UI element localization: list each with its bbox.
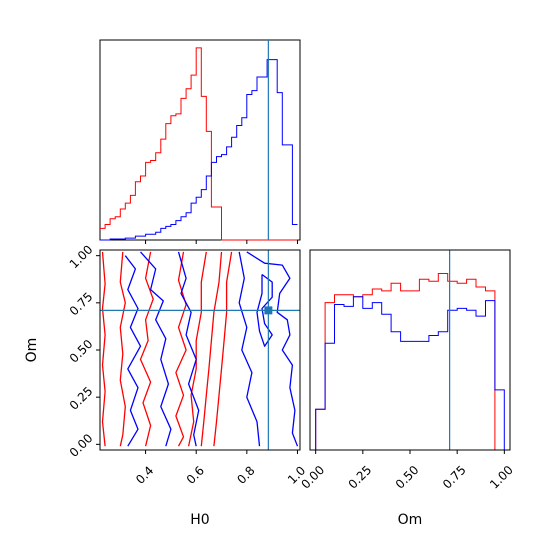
joint-y-tick-label-2: 0.25 (67, 384, 96, 413)
joint-truth-marker (264, 306, 273, 315)
om-x-tick-label-1: 0.00 (298, 463, 327, 492)
joint-x-tick-label-2: 0.6 (184, 463, 207, 486)
x-axis-label-om: Om (398, 512, 423, 528)
x-axis-label-h0: H0 (190, 512, 209, 528)
contour-line-5 (187, 251, 207, 447)
joint-y-tick-label-5: 1.00 (67, 242, 96, 271)
contour-line-6 (200, 251, 223, 447)
joint-contour-group (100, 250, 300, 450)
om-x-tick-label-5: 1.00 (487, 463, 516, 492)
contour-line-2 (119, 251, 126, 447)
om-histogram-series-1 (315, 273, 505, 451)
joint-x-tick-label-3: 0.8 (234, 463, 257, 486)
joint-contour-panel: 0.4 0.6 0.8 1.00.000.250.500.751.00 (67, 242, 309, 486)
contour-line-12 (246, 251, 299, 447)
joint-y-tick-label-3: 0.50 (67, 337, 96, 366)
contour-line-9 (140, 251, 172, 447)
om-x-tick-label-3: 0.50 (393, 463, 422, 492)
h0-histogram-series-2 (100, 59, 298, 241)
om-histogram-frame (309, 249, 511, 451)
h0-histogram-series-1 (100, 47, 298, 241)
contour-line-3 (139, 251, 154, 447)
joint-x-tick-label-1: 0.4 (133, 463, 156, 486)
contour-line-1 (101, 251, 106, 447)
om-x-tick-label-4: 0.75 (440, 463, 469, 492)
contour-line-8 (124, 255, 142, 447)
joint-y-tick-label-1: 0.00 (67, 431, 96, 460)
h0-histogram-frame (99, 39, 301, 241)
contour-line-4 (175, 251, 187, 447)
joint-y-tick-label-4: 0.75 (67, 290, 96, 319)
joint-contour-marks (100, 250, 300, 450)
h0-histogram-panel (99, 39, 301, 244)
om-histogram-ticks: 0.00 0.25 0.50 0.75 1.00 (298, 450, 516, 492)
om-histogram-panel: 0.00 0.25 0.50 0.75 1.00 (298, 249, 516, 492)
h0-histogram-marks (100, 40, 298, 244)
y-axis-label-om: Om (24, 338, 40, 363)
om-histogram-series-2 (315, 296, 505, 450)
contour-line-7 (213, 251, 233, 447)
om-histogram-marks (315, 250, 505, 451)
contour-line-10 (177, 251, 200, 447)
contour-line-11 (238, 251, 261, 447)
contour-line-13 (256, 273, 273, 347)
om-x-tick-label-2: 0.25 (346, 463, 375, 492)
